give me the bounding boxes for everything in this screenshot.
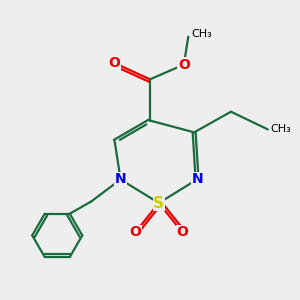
Text: CH₃: CH₃ (191, 29, 212, 39)
Text: N: N (115, 172, 126, 186)
Text: O: O (178, 58, 190, 72)
Text: O: O (176, 225, 188, 239)
Text: O: O (109, 56, 121, 70)
Text: N: N (191, 172, 203, 186)
Text: CH₃: CH₃ (271, 124, 292, 134)
Text: S: S (153, 196, 164, 211)
Text: O: O (129, 225, 141, 239)
